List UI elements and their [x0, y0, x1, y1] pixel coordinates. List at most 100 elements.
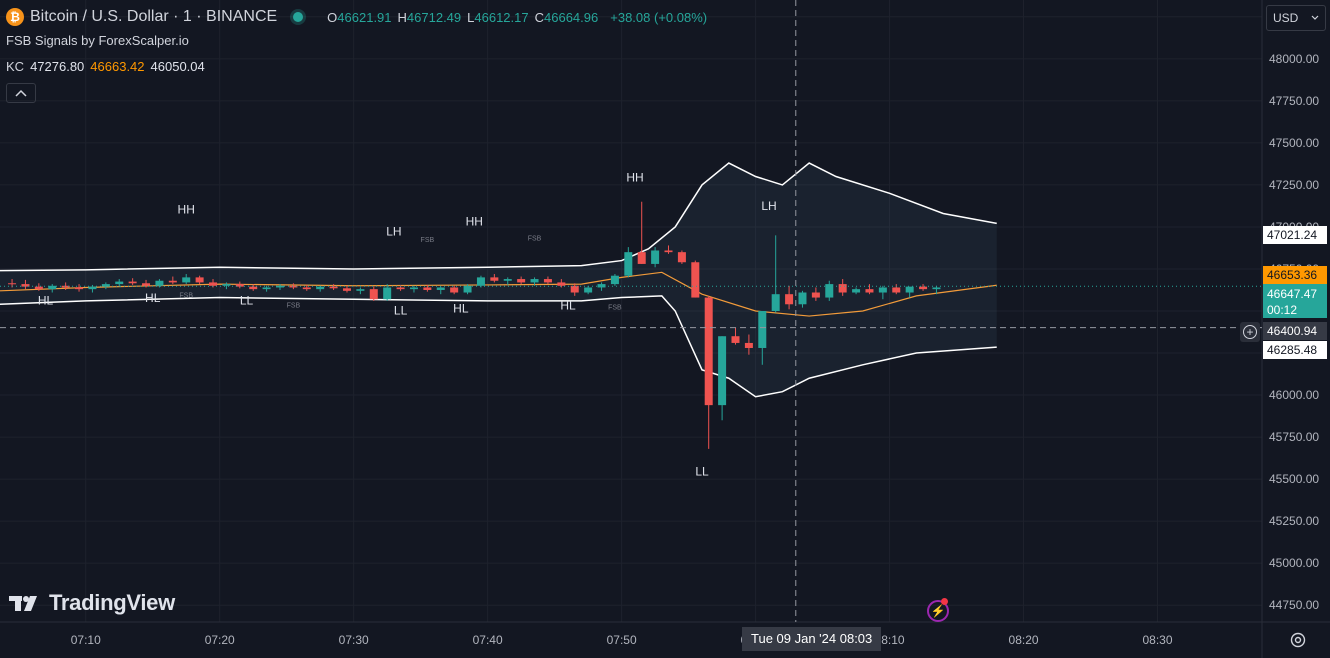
kc-upper-price-tag: 47021.24 — [1263, 226, 1327, 244]
fsb-signal-mark: FSB — [179, 293, 193, 300]
tradingview-logo-text: TradingView — [49, 590, 175, 615]
candle-body — [182, 277, 191, 283]
y-tick-label: 46000.00 — [1269, 388, 1319, 402]
y-tick-label: 47500.00 — [1269, 136, 1319, 150]
candle-body — [383, 287, 392, 300]
candle-body — [436, 287, 445, 290]
fsb-signal-mark: FSB — [528, 235, 542, 242]
fsb-signal-mark: FSB — [287, 303, 301, 310]
market-status-icon[interactable] — [293, 12, 304, 22]
kc-lower-line — [0, 295, 997, 398]
kc-label: KC — [6, 59, 25, 74]
x-tick-label: 07:20 — [205, 633, 235, 647]
pivot-label: HH — [626, 171, 643, 185]
candle-body — [155, 280, 164, 286]
last-price-value: 46647.47 — [1267, 287, 1318, 301]
candle-body — [597, 284, 606, 288]
ohlc-open-label: O — [327, 9, 338, 25]
candle-body — [249, 286, 258, 290]
candle-body — [503, 279, 512, 281]
kc-lower-price-tag: 46285.48 — [1263, 341, 1327, 359]
candle-body — [463, 285, 472, 293]
candle-body — [744, 342, 753, 348]
y-tick-label: 45000.00 — [1269, 556, 1319, 570]
x-tick-label: 07:10 — [71, 633, 101, 647]
candle-body — [450, 287, 459, 293]
candle-body — [34, 286, 43, 290]
candle-body — [302, 287, 311, 290]
ohlc-change-value: +38.08 (+0.08%) — [610, 9, 708, 25]
candle-body — [88, 286, 97, 290]
ohlc-open-value: 46621.91 — [337, 9, 392, 25]
y-tick-label: 45750.00 — [1269, 430, 1319, 444]
candle-body — [543, 279, 552, 283]
kc-upper-value: 47276.80 — [30, 59, 85, 74]
ohlc-close-value: 46664.96 — [544, 9, 599, 25]
ohlc-low-value: 46612.17 — [474, 9, 529, 25]
ohlc-high-value: 46712.49 — [406, 9, 462, 25]
gear-icon[interactable] — [1289, 631, 1307, 649]
candle-body — [825, 284, 834, 298]
collapse-legend-button[interactable] — [6, 83, 36, 103]
candle-body — [758, 311, 767, 348]
candle-body — [878, 287, 887, 293]
candle-body — [852, 289, 861, 293]
crosshair-time-tag: Tue 09 Jan '24 08:03 — [742, 627, 882, 651]
currency-value: USD — [1273, 11, 1299, 25]
lightning-icon[interactable]: ⚡ — [927, 600, 949, 622]
candle-body — [128, 281, 137, 284]
candle-body — [423, 287, 432, 290]
x-tick-label: 08:10 — [875, 633, 905, 647]
candle-body — [369, 289, 378, 300]
fsb-signal-mark: FSB — [608, 304, 622, 311]
last-price-tag: 46647.47 00:12 — [1263, 284, 1327, 318]
pivot-label: LL — [240, 293, 254, 307]
candle-body — [275, 285, 284, 288]
candle-body — [21, 284, 30, 287]
candle-body — [235, 284, 244, 287]
candle-body — [584, 287, 593, 293]
candle-body — [316, 286, 325, 290]
candle-body — [48, 285, 57, 290]
add-alert-button[interactable]: + — [1240, 322, 1260, 342]
kc-indicator-row[interactable]: KC 47276.80 46663.42 46050.04 — [6, 57, 707, 77]
x-tick-label: 08:30 — [1142, 633, 1172, 647]
x-tick-label: 07:50 — [607, 633, 637, 647]
currency-select[interactable]: USD — [1266, 5, 1326, 31]
candle-body — [490, 277, 499, 281]
candle-body — [195, 277, 204, 283]
symbol-title[interactable]: Bitcoin / U.S. Dollar · 1 · BINANCE — [30, 8, 278, 25]
candle-body — [892, 287, 901, 293]
y-tick-label: 45500.00 — [1269, 472, 1319, 486]
candle-body — [142, 283, 151, 286]
pivot-label: HL — [453, 302, 469, 316]
candle-body — [811, 292, 820, 298]
pivot-label: LL — [394, 303, 408, 317]
y-tick-label: 47750.00 — [1269, 94, 1319, 108]
tradingview-logo[interactable]: TradingView — [9, 590, 175, 616]
chevron-up-icon — [15, 89, 27, 97]
candle-body — [356, 289, 365, 291]
candle-body — [677, 252, 686, 263]
candle-body — [731, 336, 740, 343]
notification-dot — [941, 598, 948, 605]
candle-body — [476, 277, 485, 286]
candle-body — [718, 336, 727, 406]
chevron-down-icon — [1311, 15, 1319, 20]
kc-upper-line — [0, 162, 997, 272]
tradingview-logo-icon — [9, 596, 37, 611]
y-tick-label: 44750.00 — [1269, 598, 1319, 612]
pivot-label: LL — [695, 465, 709, 479]
candle-body — [691, 262, 700, 298]
candle-body — [342, 288, 351, 291]
ohlc-values: O 46621.91 H 46712.49 L 46612.17 C 46664.96 … — [321, 10, 707, 25]
pivot-label: HL — [560, 298, 576, 312]
x-tick-label: 07:40 — [473, 633, 503, 647]
y-tick-label: 48000.00 — [1269, 52, 1319, 66]
candle-body — [838, 284, 847, 293]
candle-body — [651, 250, 660, 264]
y-tick-label: 47250.00 — [1269, 178, 1319, 192]
fsb-indicator-title[interactable]: FSB Signals by ForexScalper.io — [6, 33, 189, 48]
